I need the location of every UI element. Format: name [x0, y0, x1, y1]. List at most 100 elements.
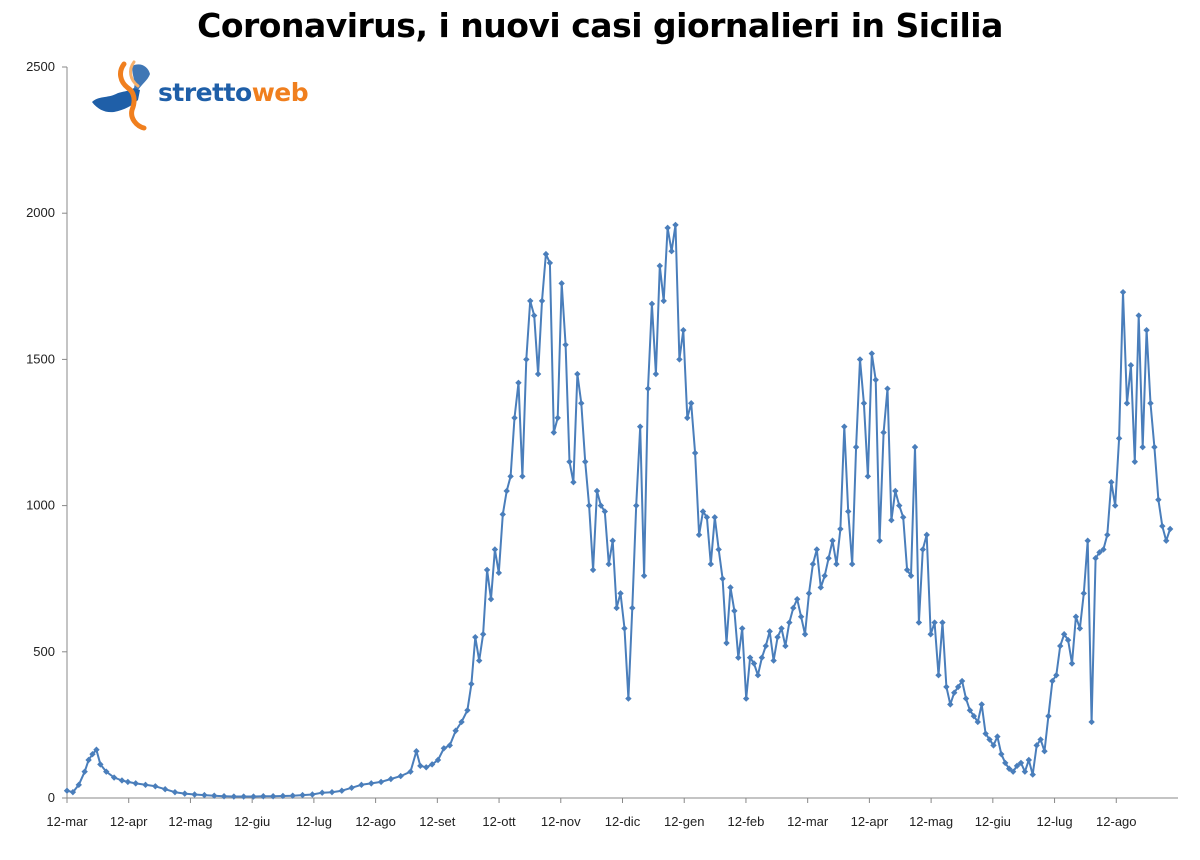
logo-text-web: web — [251, 78, 309, 107]
data-point-marker — [793, 595, 801, 603]
data-point-marker — [1017, 759, 1025, 767]
data-point-marker — [1021, 768, 1029, 775]
data-point-marker — [833, 560, 840, 568]
data-point-marker — [468, 680, 475, 688]
data-point-marker — [1135, 312, 1142, 319]
data-point-marker — [829, 537, 836, 544]
data-point-marker — [790, 604, 797, 612]
data-point-marker — [1166, 525, 1174, 533]
data-point-marker — [507, 473, 514, 480]
data-point-marker — [644, 385, 652, 392]
data-point-marker — [1041, 748, 1048, 755]
data-point-marker — [1155, 496, 1162, 503]
x-tick-label: 12-gen — [664, 814, 704, 829]
data-point-marker — [495, 569, 503, 577]
data-point-marker — [1049, 677, 1056, 685]
data-point-marker — [715, 546, 722, 553]
data-point-marker — [1127, 362, 1135, 369]
data-point-marker — [633, 502, 640, 509]
data-point-marker — [982, 730, 989, 737]
data-point-marker — [786, 619, 793, 626]
data-point-marker — [915, 619, 923, 626]
data-point-marker — [1053, 671, 1060, 679]
data-point-marker — [636, 423, 644, 430]
data-point-marker — [358, 781, 365, 789]
data-point-marker — [93, 746, 100, 753]
data-point-marker — [171, 788, 179, 796]
x-tick-label: 12-ago — [1096, 814, 1136, 829]
data-point-marker — [110, 774, 118, 781]
data-point-marker — [770, 657, 777, 664]
series-line — [66, 223, 1172, 798]
data-point-marker — [691, 449, 699, 457]
data-point-marker — [63, 787, 71, 794]
data-point-marker — [707, 560, 715, 568]
data-point-marker — [817, 584, 824, 591]
data-point-marker — [966, 707, 974, 714]
x-tick-label: 12-lug — [1036, 814, 1072, 829]
data-point-marker — [947, 701, 954, 708]
data-point-marker — [318, 789, 326, 796]
data-point-marker — [892, 487, 899, 495]
data-point-marker — [735, 654, 742, 661]
data-point-marker — [927, 631, 934, 638]
data-point-marker — [754, 671, 762, 679]
data-point-marker — [527, 297, 534, 305]
data-point-marker — [1108, 479, 1115, 486]
data-point-marker — [1104, 531, 1111, 539]
data-point-marker — [1115, 435, 1123, 442]
data-point-marker — [491, 546, 499, 553]
data-point-marker — [805, 590, 813, 597]
data-point-marker — [499, 511, 506, 518]
data-point-marker — [118, 777, 126, 784]
data-point-marker — [621, 625, 628, 632]
data-point-marker — [990, 742, 997, 749]
x-tick-label: 12-lug — [296, 814, 332, 829]
data-point-marker — [487, 595, 495, 603]
data-point-marker — [629, 604, 636, 612]
data-point-marker — [523, 356, 530, 363]
data-point-marker — [609, 537, 616, 544]
data-point-marker — [1045, 712, 1052, 720]
data-point-marker — [566, 458, 573, 465]
data-point-marker — [1084, 537, 1091, 544]
data-point-marker — [446, 742, 453, 749]
data-point-marker — [951, 689, 958, 696]
data-point-marker — [605, 560, 612, 568]
sicily-map-icon — [92, 60, 150, 131]
data-point-marker — [1119, 288, 1127, 296]
data-point-marker — [558, 280, 565, 287]
data-point-marker — [476, 657, 483, 664]
data-point-marker — [89, 750, 96, 758]
data-point-marker — [703, 514, 711, 521]
data-point-marker — [939, 619, 946, 626]
data-point-marker — [387, 775, 395, 783]
data-point-marker — [1131, 458, 1139, 465]
y-tick-label: 500 — [33, 644, 55, 659]
x-tick-label: 12-mag — [168, 814, 212, 829]
data-point-marker — [896, 502, 903, 509]
data-point-marker — [978, 701, 985, 708]
data-point-marker — [676, 356, 683, 363]
x-tick-label: 12-giu — [975, 814, 1011, 829]
y-tick-label: 0 — [48, 790, 55, 805]
data-point-marker — [582, 458, 589, 465]
y-axis-ticks: 0 500 1000 1500 2000 2500 — [26, 59, 67, 805]
data-point-marker — [338, 787, 346, 794]
data-point-marker — [483, 566, 491, 574]
data-point-marker — [452, 727, 459, 734]
data-point-marker — [680, 326, 687, 334]
data-point-marker — [907, 572, 915, 579]
y-tick-label: 1000 — [26, 498, 55, 513]
data-point-marker — [458, 718, 465, 726]
data-point-marker — [739, 625, 746, 632]
data-point-marker — [1037, 736, 1044, 743]
data-point-marker — [570, 479, 577, 486]
data-point-marker — [962, 695, 970, 702]
data-point-marker — [1100, 546, 1107, 553]
x-tick-label: 12-dic — [605, 814, 641, 829]
data-point-marker — [935, 671, 942, 679]
data-point-marker — [578, 400, 585, 407]
data-point-marker — [688, 400, 695, 407]
data-point-marker — [711, 514, 718, 521]
